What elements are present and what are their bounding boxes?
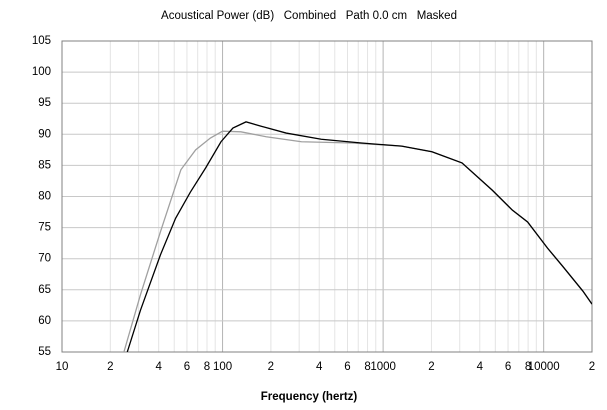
x-tick-label: 4	[477, 361, 484, 373]
y-tick-label: 85	[38, 159, 51, 171]
x-tick-label: 8	[204, 361, 210, 373]
y-tick-label: 95	[38, 97, 51, 109]
y-tick-label: 105	[32, 35, 51, 47]
y-tick-label: 70	[38, 253, 51, 265]
y-tick-label: 55	[38, 346, 51, 358]
y-tick-label: 60	[38, 315, 51, 327]
y-tick-label: 75	[38, 222, 51, 234]
x-tick-label: 2	[428, 361, 434, 373]
plot-frame	[61, 40, 593, 353]
x-tick-label: 6	[344, 361, 350, 373]
y-tick-label: 65	[38, 284, 51, 296]
x-tick-label: 4	[155, 361, 162, 373]
x-tick-label: 8	[364, 361, 370, 373]
x-tick-label: 6	[184, 361, 190, 373]
x-tick-label: 10000	[528, 361, 560, 373]
x-axis-label: Frequency (hertz)	[261, 391, 358, 403]
x-tick-label: 1000	[370, 361, 396, 373]
x-tick-label: 4	[316, 361, 323, 373]
y-tick-label: 90	[38, 128, 51, 140]
x-tick-label: 2	[268, 361, 274, 373]
x-tick-label: 2	[589, 361, 595, 373]
y-tick-label: 100	[32, 66, 51, 78]
x-tick-label: 8	[525, 361, 531, 373]
x-tick-label: 10	[56, 361, 69, 373]
y-tick-label: 80	[38, 191, 51, 203]
x-tick-label: 2	[107, 361, 113, 373]
x-tick-label: 100	[213, 361, 232, 373]
chart-title: Acoustical Power (dB) Combined Path 0.0 …	[161, 10, 457, 22]
x-tick-label: 6	[505, 361, 511, 373]
series-line	[126, 121, 592, 352]
